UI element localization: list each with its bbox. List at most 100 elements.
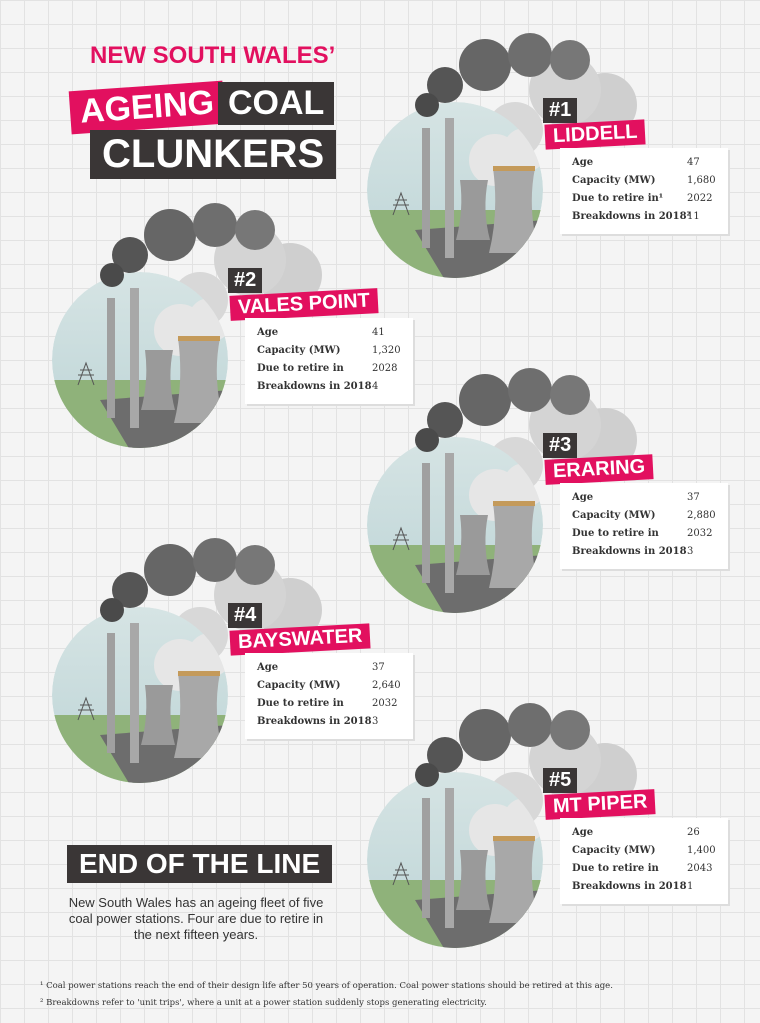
rank-tag: #5	[543, 768, 577, 793]
smoke	[415, 428, 439, 452]
cooling-tower	[456, 515, 490, 575]
smoke	[235, 545, 275, 585]
info-value: 37	[687, 492, 700, 503]
infographic: NEW SOUTH WALES’ AGEING COAL CLUNKERS EN…	[0, 0, 760, 1023]
chimney	[445, 788, 454, 928]
info-label: Breakdowns in 2018²	[572, 211, 691, 222]
chimney	[445, 453, 454, 593]
footnote: ² Breakdowns refer to 'unit trips', wher…	[40, 998, 487, 1008]
smoke	[550, 710, 590, 750]
chimney	[422, 463, 430, 583]
info-label: Capacity (MW)	[572, 510, 655, 521]
info-label: Due to retire in	[572, 863, 659, 874]
info-value: 37	[372, 662, 385, 673]
cooling-tower	[456, 850, 490, 910]
info-label: Age	[572, 492, 593, 503]
rank-tag: #3	[543, 433, 577, 458]
chimney	[422, 798, 430, 918]
info-card: Age 26 Capacity (MW) 1,400 Due to retire in 2…	[560, 818, 728, 904]
info-label: Age	[257, 327, 278, 338]
info-label: Age	[572, 157, 593, 168]
title-word: COAL	[218, 82, 334, 125]
tower-rim	[178, 671, 220, 676]
info-card: Age 41 Capacity (MW) 1,320 Due to retire in 2…	[245, 318, 413, 404]
info-value: 2022	[687, 193, 712, 204]
rank-tag: #4	[228, 603, 262, 628]
smoke	[550, 375, 590, 415]
smoke	[100, 263, 124, 287]
info-value: 3	[687, 546, 693, 557]
info-value: 26	[687, 827, 700, 838]
summary-text: New South Wales has an ageing fleet of f…	[67, 895, 325, 943]
chimney	[107, 298, 115, 418]
station-name: LIDDELL	[544, 119, 646, 149]
title-word: CLUNKERS	[90, 130, 336, 179]
cooling-tower	[489, 168, 539, 253]
smoke	[193, 203, 237, 247]
smoke	[100, 598, 124, 622]
info-value: 3	[372, 716, 378, 727]
cooling-tower	[489, 503, 539, 588]
info-card: Age 37 Capacity (MW) 2,880 Due to retire in 2…	[560, 483, 728, 569]
smoke	[459, 709, 511, 761]
info-label: Capacity (MW)	[257, 345, 340, 356]
rank-tag: #2	[228, 268, 262, 293]
smoke	[144, 544, 196, 596]
smoke	[459, 374, 511, 426]
info-value: 11	[687, 211, 700, 222]
info-label: Breakdowns in 2018	[257, 381, 372, 392]
info-value: 2,880	[687, 510, 716, 521]
chimney	[130, 288, 139, 428]
smoke	[415, 93, 439, 117]
info-value: 1,400	[687, 845, 716, 856]
info-label: Breakdowns in 2018	[572, 881, 687, 892]
info-label: Age	[257, 662, 278, 673]
info-value: 2028	[372, 363, 397, 374]
info-value: 41	[372, 327, 385, 338]
info-label: Breakdowns in 2018	[257, 716, 372, 727]
cooling-tower	[174, 338, 224, 423]
tower-rim	[493, 836, 535, 841]
smoke	[235, 210, 275, 250]
chimney	[422, 128, 430, 248]
info-value: 4	[372, 381, 378, 392]
info-label: Capacity (MW)	[572, 175, 655, 186]
smoke	[508, 368, 552, 412]
info-value: 47	[687, 157, 700, 168]
chimney	[130, 623, 139, 763]
tower-rim	[493, 501, 535, 506]
cooling-tower	[141, 685, 175, 745]
tower-rim	[493, 166, 535, 171]
info-value: 2032	[372, 698, 397, 709]
smoke	[415, 763, 439, 787]
smoke	[193, 538, 237, 582]
info-label: Due to retire in	[257, 698, 344, 709]
smoke	[459, 39, 511, 91]
cooling-tower	[174, 673, 224, 758]
cooling-tower	[141, 350, 175, 410]
title-line: NEW SOUTH WALES’	[90, 42, 335, 70]
info-label: Due to retire in¹	[572, 193, 663, 204]
cooling-tower	[456, 180, 490, 240]
info-value: 1,320	[372, 345, 401, 356]
info-label: Capacity (MW)	[572, 845, 655, 856]
chimney	[107, 633, 115, 753]
smoke	[508, 33, 552, 77]
smoke	[550, 40, 590, 80]
info-value: 2032	[687, 528, 712, 539]
info-label: Due to retire in	[257, 363, 344, 374]
info-label: Due to retire in	[572, 528, 659, 539]
info-label: Age	[572, 827, 593, 838]
smoke	[144, 209, 196, 261]
info-value: 2,640	[372, 680, 401, 691]
rank-tag: #1	[543, 98, 577, 123]
tower-rim	[178, 336, 220, 341]
summary-title: END OF THE LINE	[67, 845, 332, 883]
info-value: 2043	[687, 863, 712, 874]
cooling-tower	[489, 838, 539, 923]
info-label: Breakdowns in 2018	[572, 546, 687, 557]
footnote: ¹ Coal power stations reach the end of t…	[40, 981, 613, 991]
chimney	[445, 118, 454, 258]
